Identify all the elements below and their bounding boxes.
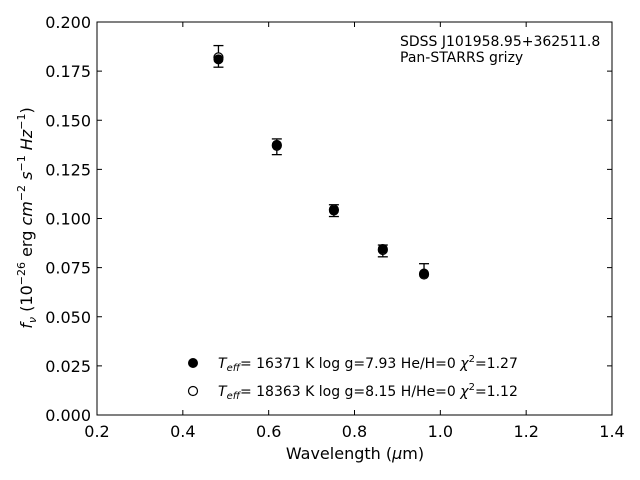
legend-entry-1: Teff= 16371 K log g=7.93 He/H=0 χ2=1.27 bbox=[218, 354, 518, 374]
x-axis-title: Wavelength (μm) bbox=[286, 444, 424, 463]
annotation-survey: Pan-STARRS grizy bbox=[400, 50, 523, 66]
legend: Teff= 16371 K log g=7.93 He/H=0 χ2=1.27 … bbox=[187, 354, 518, 402]
x-tick-label: 1.2 bbox=[513, 422, 538, 441]
legend-marker-open bbox=[187, 385, 199, 397]
x-tick-label: 0.4 bbox=[170, 422, 195, 441]
filled-point bbox=[419, 268, 430, 279]
y-tick-label: 0.100 bbox=[45, 210, 91, 229]
y-tick-label: 0.125 bbox=[45, 160, 91, 179]
y-ticks: 0.000 0.025 0.050 0.075 0.100 0.125 0.150 0.175… bbox=[45, 13, 612, 425]
y-axis-title: fν (10−26 erg cm−2 s−1 Hz−1) bbox=[15, 107, 39, 328]
filled-point bbox=[377, 243, 388, 254]
y-tick-label: 0.175 bbox=[45, 62, 91, 81]
annotation-object: SDSS J101958.95+362511.8 bbox=[400, 34, 600, 50]
filled-point bbox=[213, 54, 224, 65]
x-ticks: 0.2 0.4 0.6 0.8 1.0 1.2 1.4 bbox=[84, 22, 625, 441]
x-tick-label: 1.0 bbox=[428, 422, 453, 441]
y-tick-label: 0.050 bbox=[45, 308, 91, 327]
y-tick-label: 0.000 bbox=[45, 406, 91, 425]
filled-point bbox=[328, 205, 339, 216]
open-points bbox=[213, 52, 430, 280]
x-tick-label: 1.4 bbox=[599, 422, 624, 441]
legend-entry-2: Teff= 18363 K log g=8.15 H/He=0 χ2=1.12 bbox=[218, 382, 518, 402]
error-bars bbox=[213, 44, 430, 275]
x-tick-label: 0.6 bbox=[256, 422, 281, 441]
x-tick-label: 0.8 bbox=[342, 422, 367, 441]
y-tick-label: 0.200 bbox=[45, 13, 91, 32]
legend-marker-filled bbox=[188, 358, 198, 368]
filled-points bbox=[213, 54, 430, 279]
x-tick-label: 0.2 bbox=[84, 422, 109, 441]
y-tick-label: 0.150 bbox=[45, 111, 91, 130]
y-tick-label: 0.075 bbox=[45, 259, 91, 278]
y-tick-label: 0.025 bbox=[45, 357, 91, 376]
filled-point bbox=[271, 139, 282, 150]
